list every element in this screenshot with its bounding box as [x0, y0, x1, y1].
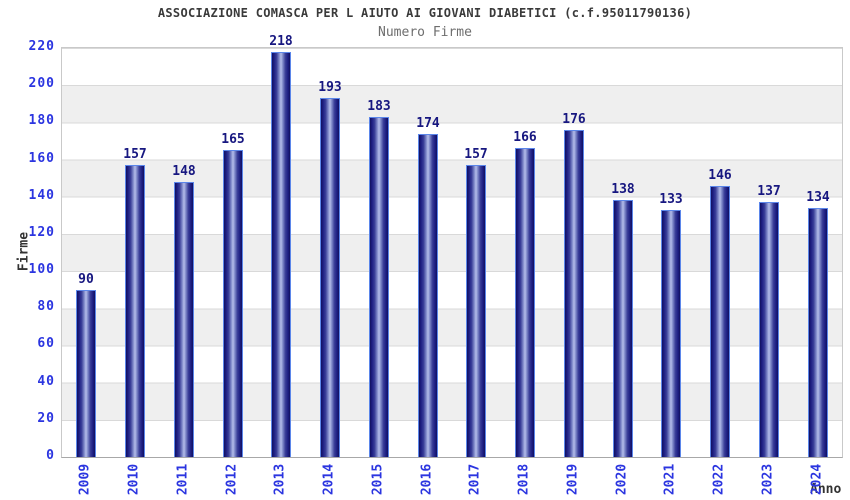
bar-value-label: 218: [269, 34, 293, 49]
bar-value-label: 138: [611, 182, 635, 197]
bar-value-label: 166: [513, 130, 537, 145]
y-tick-label: 200: [28, 76, 55, 91]
bar-2019: [564, 130, 584, 457]
y-tick-label: 60: [37, 336, 55, 351]
x-tick-label: 2019: [565, 463, 581, 496]
bar-2021: [661, 210, 681, 457]
bar-value-label: 137: [757, 184, 781, 199]
chart-subtitle: Numero Firme: [378, 25, 472, 40]
x-tick-label: 2022: [711, 463, 727, 496]
y-tick-label: 40: [37, 374, 55, 389]
bar-2017: [466, 165, 486, 457]
x-axis-title: Anno: [810, 482, 842, 497]
bar-2018: [515, 148, 535, 457]
x-tick-label: 2011: [175, 463, 191, 496]
x-tick-label: 2009: [77, 463, 93, 496]
bar-value-label: 183: [367, 99, 391, 114]
bar-value-label: 174: [416, 116, 440, 131]
x-tick-label: 2018: [516, 463, 532, 496]
y-tick-label: 120: [28, 225, 55, 240]
x-tick-label: 2017: [467, 463, 483, 496]
bar-2013: [271, 52, 291, 457]
bar-2012: [223, 150, 243, 457]
y-tick-label: 80: [37, 299, 55, 314]
x-tick-label: 2014: [321, 463, 337, 496]
y-tick-label: 140: [28, 188, 55, 203]
x-tick-label: 2013: [272, 463, 288, 496]
bar-value-label: 90: [78, 272, 94, 287]
bar-2016: [418, 134, 438, 457]
bar-value-label: 193: [318, 80, 342, 95]
bar-2009: [76, 290, 96, 457]
bar-value-label: 146: [708, 168, 732, 183]
x-tick-label: 2020: [614, 463, 630, 496]
bar-value-label: 133: [659, 192, 683, 207]
bar-2024: [808, 208, 828, 457]
plot-area: 90 157 148 165 218 193 183 174 157 166 176 138 133 14…: [61, 34, 843, 458]
x-tick-label: 2010: [126, 463, 142, 496]
bar-value-label: 176: [562, 112, 586, 127]
y-tick-label: 100: [28, 262, 55, 277]
y-tick-label: 20: [37, 411, 55, 426]
x-tick-label: 2023: [760, 463, 776, 496]
bar-value-label: 148: [172, 164, 196, 179]
x-tick-label: 2015: [370, 463, 386, 496]
bar-2011: [174, 182, 194, 457]
bar-value-label: 157: [464, 147, 488, 162]
bar-value-label: 165: [221, 132, 245, 147]
x-tick-label: 2016: [419, 463, 435, 496]
bar-2023: [759, 202, 779, 457]
x-tick-label: 2024: [809, 463, 825, 496]
bar-2022: [710, 186, 730, 457]
chart-title: ASSOCIAZIONE COMASCA PER L AIUTO AI GIOV…: [157, 6, 693, 20]
bar-2010: [125, 165, 145, 457]
bar-2015: [369, 117, 389, 457]
y-tick-label: 160: [28, 151, 55, 166]
y-tick-label: 220: [28, 39, 55, 54]
bar-2020: [613, 200, 633, 457]
x-tick-label: 2021: [662, 463, 678, 496]
x-tick-label: 2012: [224, 463, 240, 496]
bar-2014: [320, 98, 340, 457]
bar-value-label: 157: [123, 147, 147, 162]
y-tick-label: 180: [28, 113, 55, 128]
y-tick-label: 0: [46, 448, 55, 463]
bar-value-label: 134: [806, 190, 830, 205]
